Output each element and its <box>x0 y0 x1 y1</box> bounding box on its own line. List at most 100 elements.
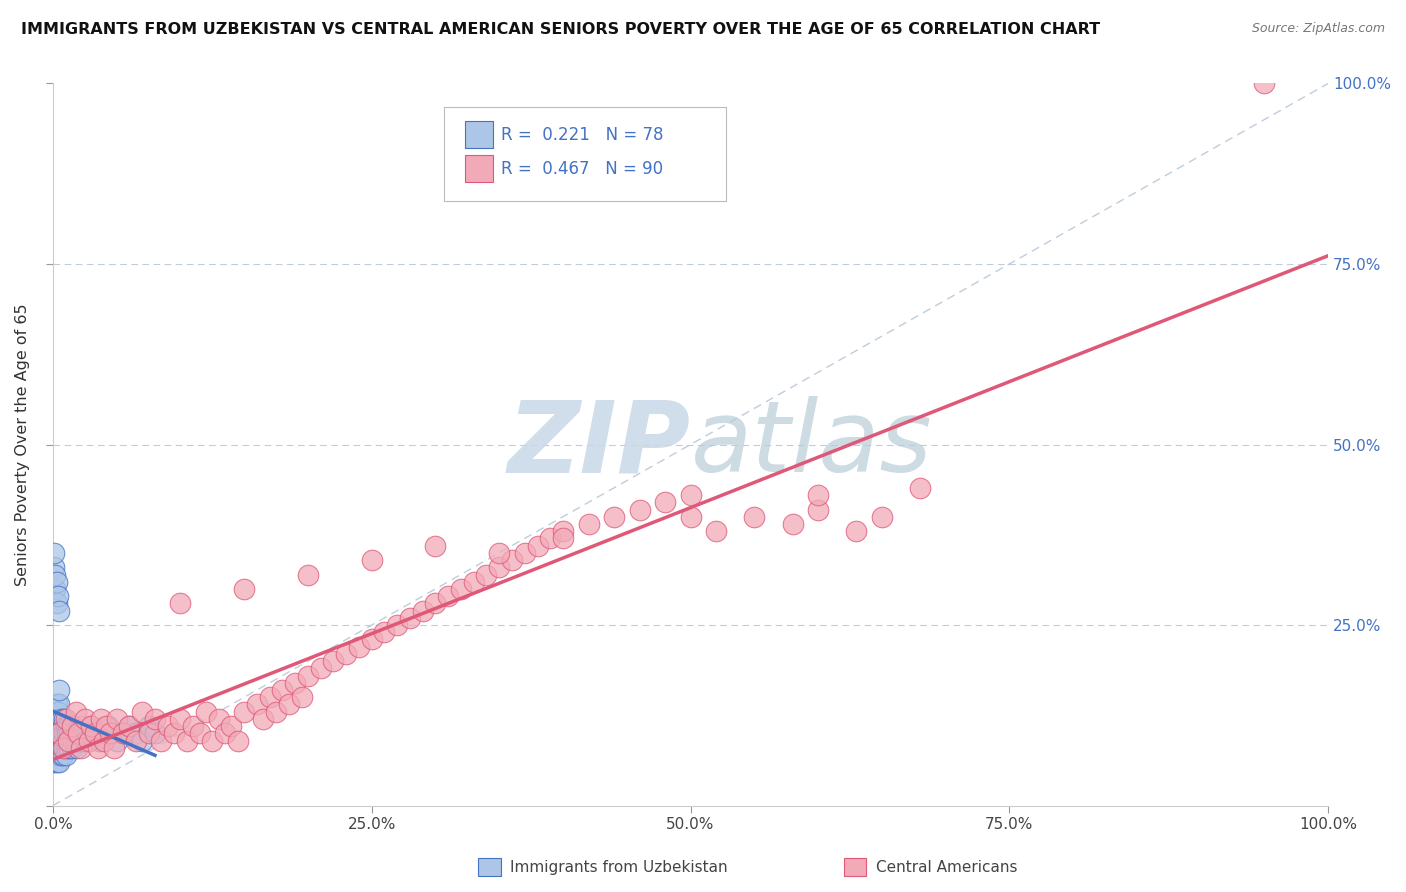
Point <box>233 582 256 596</box>
Point <box>125 733 148 747</box>
Point <box>603 509 626 524</box>
Point <box>73 733 96 747</box>
Point <box>59 733 82 747</box>
Point <box>65 705 87 719</box>
Point <box>45 740 67 755</box>
Point <box>46 589 69 603</box>
Point <box>44 733 66 747</box>
Point <box>58 726 80 740</box>
Point <box>290 690 312 705</box>
Point <box>201 733 224 747</box>
Point <box>73 712 96 726</box>
Point <box>55 719 77 733</box>
Point <box>538 532 561 546</box>
Point <box>45 726 67 740</box>
Point <box>48 683 70 698</box>
Point <box>58 733 80 747</box>
Point <box>48 726 70 740</box>
Point <box>80 719 103 733</box>
Point <box>150 733 173 747</box>
Point <box>373 625 395 640</box>
Bar <box>465 155 494 182</box>
Point <box>226 733 249 747</box>
Point <box>60 719 83 733</box>
Point <box>46 705 69 719</box>
Point <box>67 726 90 740</box>
Point <box>53 740 76 755</box>
Point <box>112 726 135 740</box>
Point <box>297 668 319 682</box>
Point <box>59 719 82 733</box>
FancyBboxPatch shape <box>444 106 727 202</box>
Point <box>67 726 90 740</box>
Point <box>259 690 281 705</box>
Point <box>69 733 91 747</box>
Point <box>44 567 66 582</box>
Point <box>51 726 73 740</box>
Text: Central Americans: Central Americans <box>876 860 1018 874</box>
Point <box>214 726 236 740</box>
Point <box>84 726 107 740</box>
Point <box>45 698 67 712</box>
Point <box>56 726 79 740</box>
Point <box>44 705 66 719</box>
Point <box>90 712 112 726</box>
Point <box>908 481 931 495</box>
Point <box>105 733 128 747</box>
Point <box>80 719 103 733</box>
Point <box>62 733 84 747</box>
Point <box>297 567 319 582</box>
Point <box>475 567 498 582</box>
Point <box>77 733 100 747</box>
Point <box>96 719 118 733</box>
Point <box>53 726 76 740</box>
Point <box>782 516 804 531</box>
Point <box>450 582 472 596</box>
Point <box>48 698 70 712</box>
Point <box>322 654 344 668</box>
Point <box>181 719 204 733</box>
Point <box>56 740 79 755</box>
Point <box>48 726 70 740</box>
Point <box>501 553 523 567</box>
Point <box>551 524 574 538</box>
Point <box>628 502 651 516</box>
Point <box>335 647 357 661</box>
Point <box>578 516 600 531</box>
Point <box>526 539 548 553</box>
Point <box>48 712 70 726</box>
Point <box>52 747 75 762</box>
Point <box>143 726 166 740</box>
Point <box>654 495 676 509</box>
Point <box>60 726 83 740</box>
Point <box>46 719 69 733</box>
Point <box>76 726 98 740</box>
Point <box>679 488 702 502</box>
Point <box>112 726 135 740</box>
Point <box>51 712 73 726</box>
Point <box>44 726 66 740</box>
Text: atlas: atlas <box>690 396 932 493</box>
Point <box>1253 77 1275 91</box>
Point <box>194 705 217 719</box>
Point <box>45 596 67 610</box>
Point <box>208 712 231 726</box>
Point <box>49 747 72 762</box>
Point <box>44 756 66 770</box>
Point <box>163 726 186 740</box>
Point <box>347 640 370 654</box>
Point <box>48 740 70 755</box>
Point <box>118 719 141 733</box>
Point <box>221 719 243 733</box>
Point <box>52 733 75 747</box>
Point <box>44 560 66 574</box>
Point <box>63 726 86 740</box>
Bar <box>465 121 494 148</box>
Text: ZIP: ZIP <box>508 396 690 493</box>
Point <box>105 712 128 726</box>
Point <box>93 733 115 747</box>
Point <box>169 596 191 610</box>
Point <box>48 604 70 618</box>
Point <box>45 756 67 770</box>
Point <box>118 719 141 733</box>
